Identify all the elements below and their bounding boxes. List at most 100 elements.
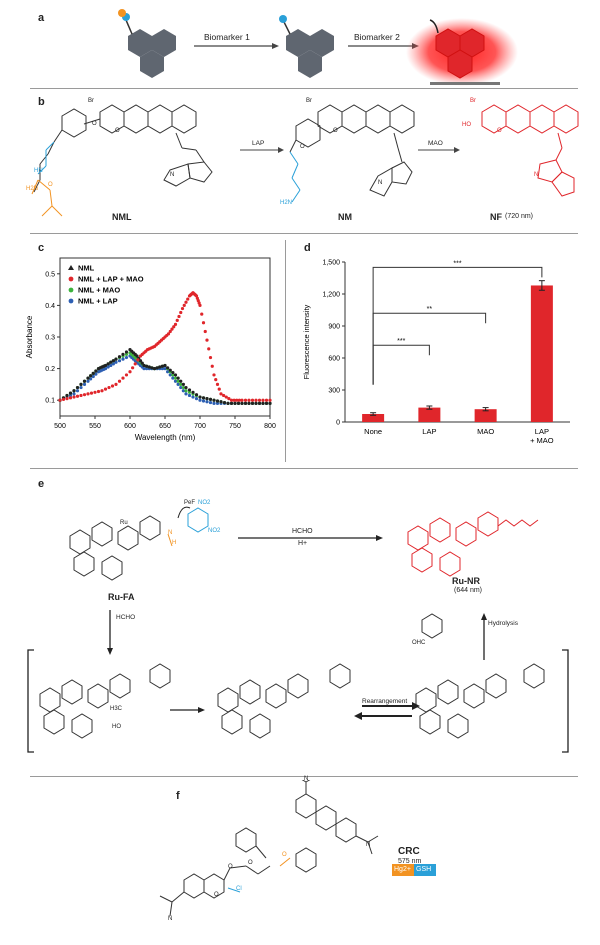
- data-point: [222, 400, 227, 405]
- data-point: [182, 303, 186, 307]
- data-point: [58, 398, 62, 402]
- data-point: [109, 363, 113, 368]
- data-point: [179, 310, 183, 315]
- data-point: [96, 389, 101, 394]
- legend-marker: [68, 276, 74, 282]
- data-point: [82, 393, 87, 397]
- data-point: [268, 401, 272, 405]
- data-point: [179, 379, 183, 383]
- data-point: [219, 400, 223, 404]
- data-point: [168, 368, 172, 372]
- data-point: [173, 373, 178, 377]
- data-point: [168, 329, 172, 334]
- data-point: [176, 376, 180, 380]
- data-point: [181, 389, 185, 393]
- data-point: [158, 365, 162, 369]
- data-point: [194, 393, 199, 397]
- data-point: [232, 398, 236, 402]
- data-point: [68, 396, 73, 400]
- data-point: [184, 389, 188, 393]
- data-point: [166, 370, 170, 374]
- data-point: [224, 395, 228, 399]
- legend-marker: [68, 265, 74, 270]
- data-point: [175, 318, 179, 323]
- data-point: [268, 398, 272, 402]
- data-point: [229, 401, 234, 405]
- h2n-label-2: H2N: [280, 200, 293, 206]
- data-point: [110, 384, 115, 388]
- data-point: [240, 401, 244, 405]
- o-label-f4: O: [214, 892, 219, 898]
- significance-label: **: [427, 306, 433, 313]
- data-point: [168, 373, 172, 377]
- y-tick-label: 0.1: [45, 398, 55, 405]
- data-point: [198, 398, 202, 402]
- data-point: [186, 297, 190, 301]
- significance-bracket: [372, 344, 430, 385]
- data-point: [201, 321, 206, 325]
- divider-e: [30, 776, 578, 777]
- significance-label: ***: [453, 260, 461, 267]
- legend-marker: [68, 298, 74, 304]
- data-point: [72, 392, 76, 396]
- rearrangement-label: Rearrangement: [362, 698, 408, 705]
- data-point: [150, 366, 154, 370]
- data-point: [124, 373, 129, 377]
- data-point: [264, 401, 269, 405]
- nf-wavelength: (720 nm): [505, 213, 534, 220]
- o-label-f2: O: [248, 860, 253, 866]
- data-point: [117, 355, 122, 359]
- data-point: [247, 398, 251, 402]
- data-point: [111, 362, 115, 366]
- data-point: [166, 332, 171, 336]
- panel-label-e: e: [38, 478, 45, 490]
- cl-label: Cl: [236, 886, 242, 892]
- data-point: [106, 365, 110, 369]
- x-tick-label: 550: [89, 423, 101, 430]
- data-point: [86, 379, 90, 383]
- data-point: [94, 372, 98, 376]
- data-point: [226, 401, 230, 405]
- data-point: [114, 382, 118, 386]
- y-tick-label: 0.5: [45, 271, 55, 278]
- x-tick-label: 750: [229, 423, 241, 430]
- gsh-badge-label: GSH: [416, 866, 432, 873]
- data-point: [240, 398, 244, 402]
- data-point: [75, 385, 80, 390]
- panel-f-scheme: [159, 780, 436, 917]
- data-point: [250, 398, 255, 402]
- ho-label-e: HO: [112, 724, 121, 730]
- legend-label: NML + LAP + MAO: [78, 275, 144, 284]
- data-point: [247, 401, 251, 405]
- data-point: [82, 382, 87, 386]
- data-point: [229, 398, 234, 402]
- data-point: [205, 397, 209, 401]
- data-point: [171, 376, 175, 380]
- data-point: [261, 398, 265, 402]
- data-point: [75, 389, 80, 393]
- y-tick-label: 300: [328, 388, 340, 395]
- x-tick-label: 700: [194, 423, 206, 430]
- data-point: [187, 390, 192, 394]
- h2n-label: H2N: [26, 186, 39, 192]
- nml-name: NML: [112, 212, 132, 222]
- absorbance-chart: 500 550 600 650 700 750 800 0.1 0.2 0.3 0.4 0.5 Wave…: [25, 257, 276, 442]
- data-point: [114, 357, 118, 361]
- data-point: [173, 376, 178, 380]
- data-point: [181, 382, 185, 386]
- legend-label: NML + MAO: [78, 286, 120, 295]
- divider-cd-bottom: [30, 468, 578, 469]
- panel-e-scheme: [27, 506, 569, 753]
- category-label: None: [364, 427, 382, 436]
- y-tick-label: 900: [328, 324, 340, 331]
- data-point: [203, 329, 207, 334]
- legend-label: NML: [78, 264, 95, 273]
- data-point: [160, 364, 164, 368]
- y-tick-label: 1,200: [322, 292, 340, 299]
- data-point: [89, 391, 94, 395]
- data-point: [68, 391, 73, 395]
- h-label: H: [172, 540, 177, 546]
- data-point: [121, 376, 125, 380]
- data-point: [215, 382, 220, 386]
- nm-name: NM: [338, 212, 352, 222]
